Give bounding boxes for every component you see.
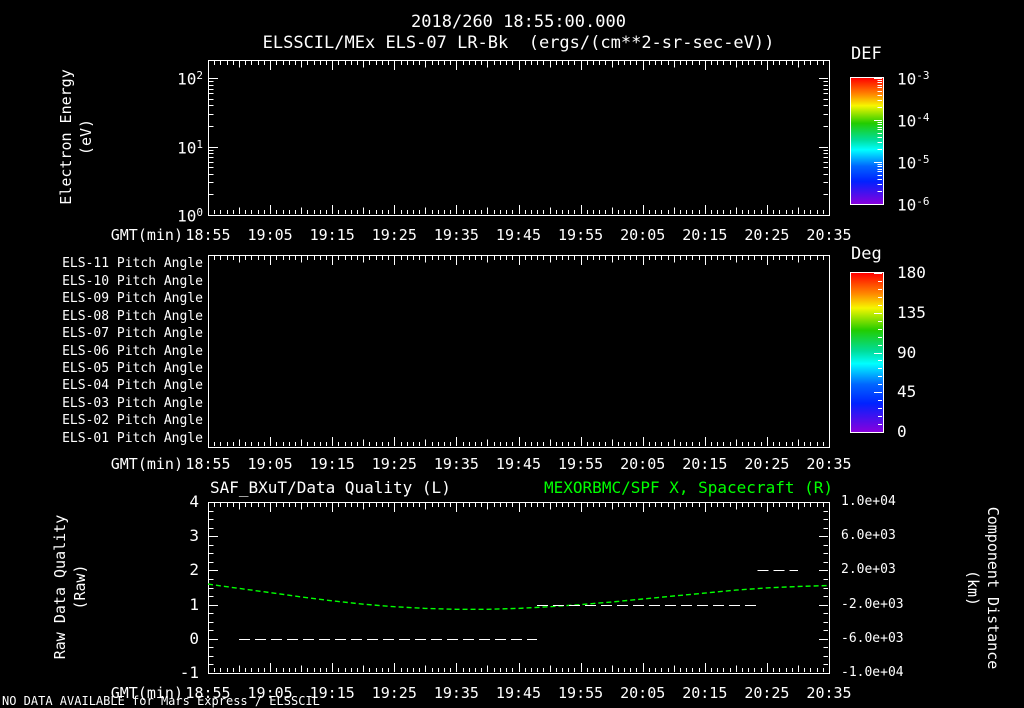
gmt-axis-row-3: GMT(min) 18:55 19:05 19:15 19:25 19:35 19:45 19… (0, 684, 1024, 702)
spacecraft-series-title: MEXORBMC/SPF X, Spacecraft (R) (544, 478, 833, 497)
time-tick-label: 20:05 (620, 226, 666, 244)
time-tick-label: 19:45 (495, 684, 542, 702)
time-tick-label: 20:35 (806, 684, 852, 702)
time-tick-label: 20:35 (806, 455, 852, 473)
exponent: -5 (916, 153, 930, 166)
time-tick-label: 20:05 (620, 455, 666, 473)
time-tick-label: 19:35 (433, 684, 479, 702)
time-tick-label: 20:15 (682, 455, 728, 473)
els-row-label: ELS-05 Pitch Angle (62, 360, 203, 376)
els-row-label: ELS-07 Pitch Angle (62, 326, 203, 342)
time-tick-label: 18:55 (185, 684, 231, 702)
distance-tick-label: -1.0e+04 (841, 665, 904, 680)
panel-frame (208, 255, 830, 448)
timestamp-title: 2018/260 18:55:00.000 (411, 12, 626, 32)
time-tick-label: 19:15 (309, 684, 355, 702)
time-tick-label: 18:55 (185, 455, 231, 473)
time-tick-label: 19:35 (433, 455, 479, 473)
deg-tick-label: 90 (897, 342, 917, 362)
time-tick-label: 20:25 (744, 684, 790, 702)
deg-colorbar-title: Deg (851, 244, 882, 264)
time-tick-label: 19:15 (309, 455, 355, 473)
els-row-label: ELS-09 Pitch Angle (62, 291, 203, 307)
time-tick-label: 20:05 (620, 684, 666, 702)
els-row-label: ELS-10 Pitch Angle (62, 273, 203, 289)
distance-tick-label: 6.0e+03 (841, 528, 896, 544)
els-row-label: ELS-06 Pitch Angle (62, 343, 203, 359)
distance-tick-label: 1.0e+04 (841, 494, 896, 509)
quality-tick-label: 1 (189, 594, 199, 614)
time-tick-label: 19:05 (247, 684, 293, 702)
time-tick-label: 19:55 (558, 684, 604, 702)
quality-tick-label: -1 (179, 663, 199, 682)
distance-tick-label: 2.0e+03 (841, 562, 896, 578)
time-tick-label: 19:55 (558, 455, 604, 473)
def-colorbar (850, 77, 884, 205)
energy-tick-label: 100 (177, 206, 203, 226)
exponent: 1 (196, 137, 203, 151)
time-tick-label: 19:05 (247, 455, 293, 473)
panel-frame (208, 60, 830, 216)
time-tick-label: 19:55 (558, 226, 604, 244)
quality-series-title: SAF_BXuT/Data Quality (L) (210, 478, 451, 497)
time-tick-label: 20:25 (744, 455, 790, 473)
time-tick-label: 19:05 (247, 226, 293, 244)
gmt-axis-row-2: GMT(min) 18:55 19:05 19:15 19:25 19:35 19:45 19… (0, 455, 1024, 473)
def-tick-label: 10-5 (897, 153, 930, 173)
exponent: -3 (916, 69, 930, 82)
gmt-axis-row-1: GMT(min) 18:55 19:05 19:15 19:25 19:35 19:45 19… (0, 226, 1024, 244)
gmt-axis-label: GMT(min) (110, 684, 183, 702)
deg-tick-label: 0 (897, 422, 907, 441)
spacecraft-distance-curve (207, 583, 830, 610)
els-row-label: ELS-11 Pitch Angle (62, 256, 203, 272)
els-row-label: ELS-01 Pitch Angle (62, 430, 203, 446)
exponent: 0 (196, 206, 203, 219)
time-tick-label: 20:15 (682, 684, 728, 702)
time-tick-label: 20:35 (806, 226, 852, 244)
time-tick-label: 18:55 (185, 226, 231, 244)
time-tick-label: 19:45 (495, 226, 542, 244)
time-tick-label: 20:25 (744, 226, 790, 244)
time-tick-label: 19:25 (371, 684, 417, 702)
panel-frame (208, 502, 830, 674)
exponent: 2 (196, 69, 203, 82)
gmt-axis-label: GMT(min) (110, 226, 183, 244)
els-row-label: ELS-04 Pitch Angle (62, 378, 203, 394)
deg-colorbar (850, 272, 884, 433)
els-row-label: ELS-03 Pitch Angle (62, 395, 203, 411)
els-row-label: ELS-02 Pitch Angle (62, 413, 203, 429)
def-colorbar-title: DEF (851, 44, 882, 64)
def-tick-label: 10-3 (897, 69, 930, 89)
quality-tick-label: 0 (189, 628, 199, 648)
def-tick-label: 10-4 (897, 111, 930, 131)
els-row-label: ELS-08 Pitch Angle (62, 308, 203, 324)
time-tick-label: 19:35 (433, 226, 479, 244)
energy-tick-label: 101 (177, 137, 203, 157)
quality-tick-label: 4 (189, 492, 199, 511)
energy-tick-label: 102 (177, 69, 203, 89)
deg-tick-label: 135 (897, 302, 926, 322)
quality-tick-label: 3 (189, 526, 199, 546)
plot-title: ELSSCIL/MEx ELS-07 LR-Bk (ergs/(cm**2-sr… (262, 33, 775, 53)
time-tick-label: 19:25 (371, 455, 417, 473)
exponent: -6 (916, 195, 930, 208)
deg-tick-label: 45 (897, 382, 917, 402)
time-tick-label: 19:45 (495, 455, 542, 473)
quality-tick-label: 2 (189, 560, 199, 580)
distance-tick-label: -6.0e+03 (841, 630, 904, 646)
time-tick-label: 19:25 (371, 226, 417, 244)
distance-tick-label: -2.0e+03 (841, 596, 904, 612)
def-tick-label: 10-6 (897, 195, 930, 215)
exponent: -4 (916, 111, 930, 124)
gmt-axis-label: GMT(min) (110, 455, 183, 473)
time-tick-label: 19:15 (309, 226, 355, 244)
deg-tick-label: 180 (897, 263, 926, 282)
time-tick-label: 20:15 (682, 226, 728, 244)
no-data-message: NO DATA AVAILABLE for Mars Express / ELS… (2, 694, 320, 708)
